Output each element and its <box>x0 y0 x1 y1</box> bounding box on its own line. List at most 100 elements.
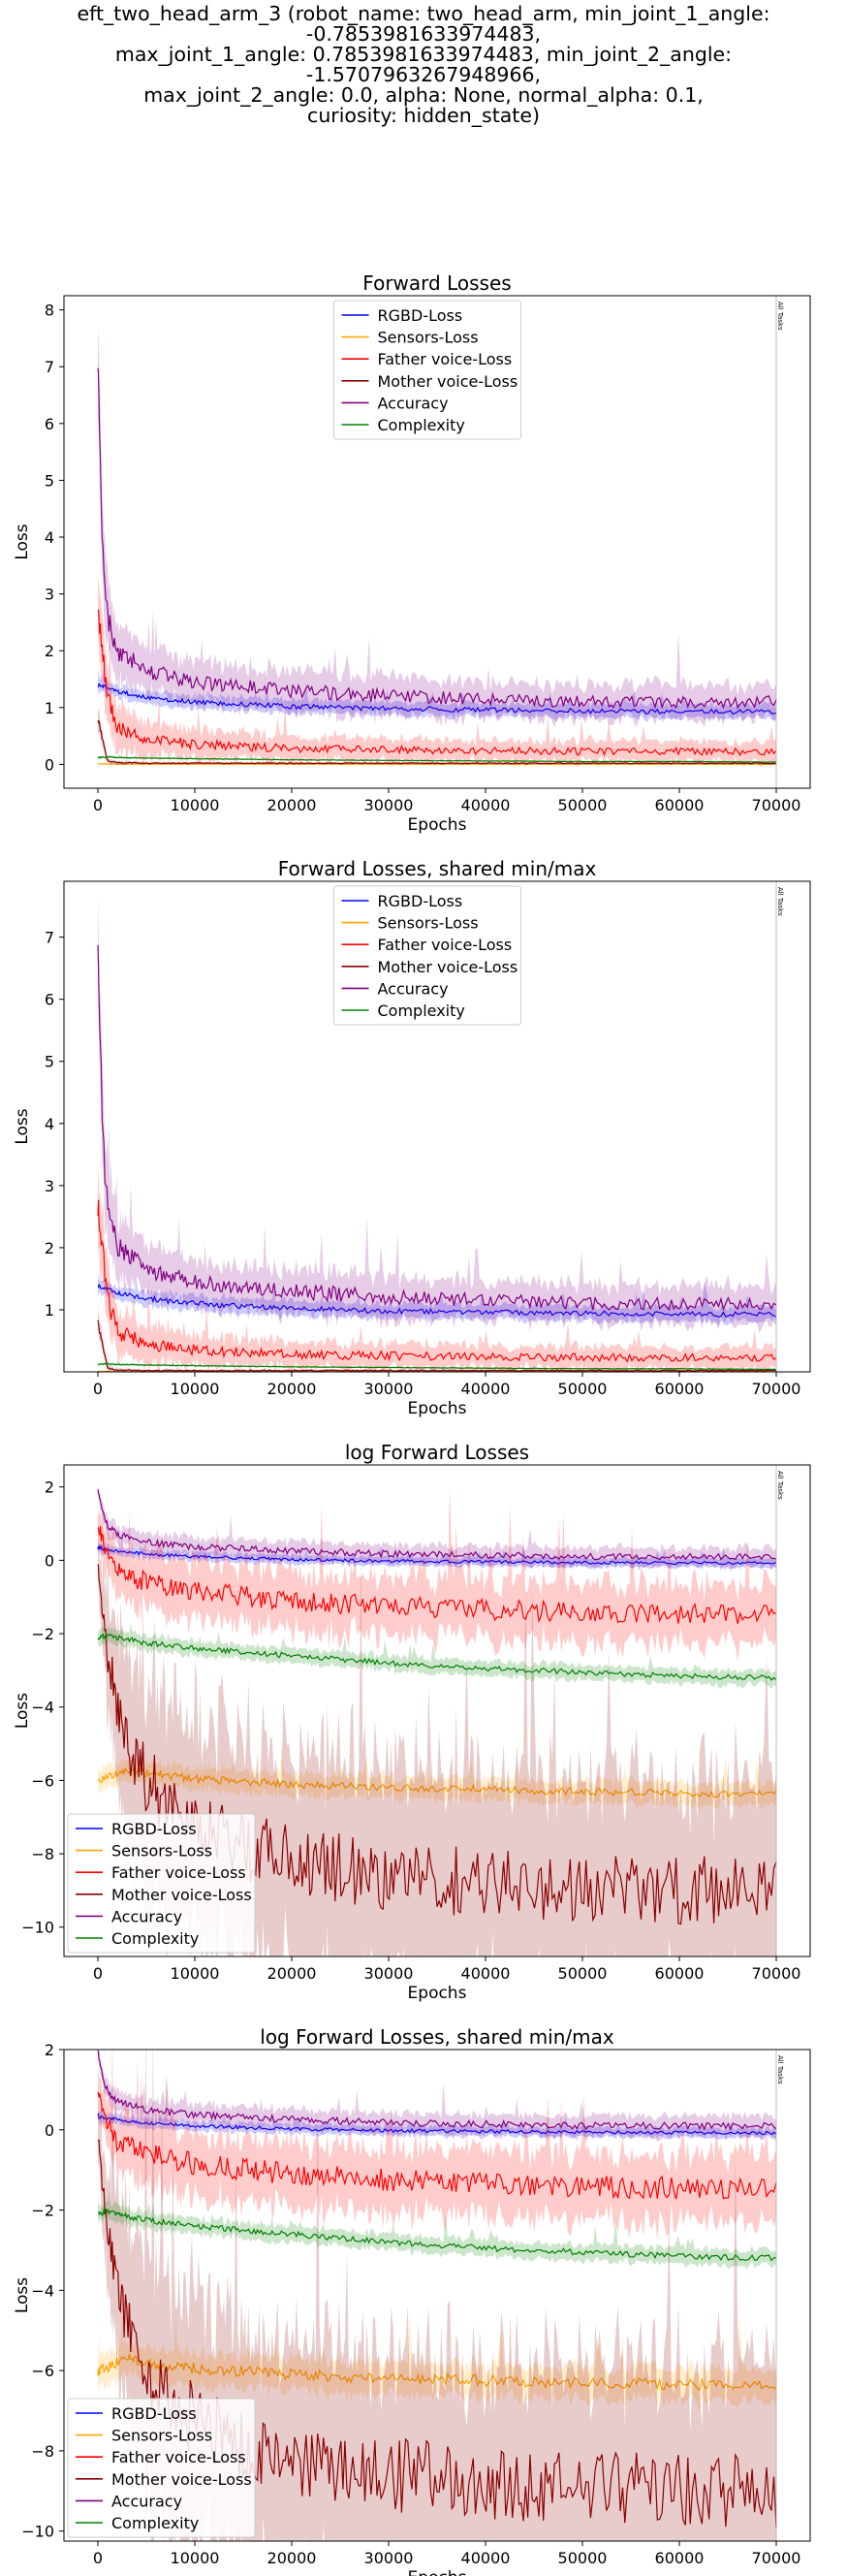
y-axis-label: Loss <box>13 1693 32 1729</box>
x-tick-label: 40000 <box>461 2549 511 2567</box>
x-tick-label: 60000 <box>655 796 705 814</box>
y-tick-label: 1 <box>45 699 54 717</box>
x-tick-label: 20000 <box>267 796 317 814</box>
chart-panel-4: log Forward Losses, shared min/max 0 10000… <box>13 2025 811 2576</box>
chart-title: log Forward Losses, shared min/max <box>260 2025 614 2049</box>
y-tick-label: 0 <box>45 2121 54 2140</box>
y-tick-label: 5 <box>45 471 54 490</box>
x-axis-label: Epochs <box>408 815 467 835</box>
chart-panel-3: log Forward Losses 0 10000 20000 30000 40000 5… <box>13 1441 811 2003</box>
y-tick-label: 4 <box>45 528 54 547</box>
x-tick-label: 60000 <box>655 2549 705 2567</box>
y-tick-label: 3 <box>45 1177 54 1195</box>
x-tick-label: 0 <box>93 796 103 814</box>
band-father-voice-loss <box>98 1483 776 1662</box>
task-annotation: All Tasks <box>776 302 784 331</box>
x-tick-label: 50000 <box>558 2549 608 2567</box>
series-line-sensors-loss <box>97 763 777 765</box>
series-line-rgbd-loss <box>97 2112 777 2136</box>
y-tick-label: 0 <box>45 755 54 774</box>
plot-frame <box>63 295 811 789</box>
x-tick-label: 50000 <box>558 1380 608 1398</box>
x-tick-label: 40000 <box>461 796 511 814</box>
legend-label-mother-voice-loss: Mother voice-Loss <box>378 372 518 391</box>
legend-label-mother-voice-loss: Mother voice-Loss <box>378 958 518 976</box>
task-annotation: All Tasks <box>776 1471 784 1500</box>
x-tick-label: 50000 <box>558 1964 608 1983</box>
series-line-rgbd-loss <box>97 683 777 716</box>
series-line-complexity <box>97 1633 777 1681</box>
series-line-sensors-loss <box>97 2353 777 2392</box>
x-tick-label: 60000 <box>655 1380 705 1398</box>
x-tick-label: 10000 <box>171 796 220 814</box>
plot-frame <box>63 1464 811 1957</box>
x-tick-label: 30000 <box>364 1380 414 1398</box>
band-father-voice-loss <box>98 2058 776 2241</box>
band-father-voice-loss <box>98 578 776 768</box>
y-tick-label: 0 <box>45 1551 54 1570</box>
y-tick-label: 2 <box>45 2041 54 2059</box>
y-tick-label: −4 <box>31 1699 54 1717</box>
legend-label-complexity: Complexity <box>378 1002 465 1020</box>
legend-label-complexity: Complexity <box>378 416 465 434</box>
y-axis-label: Loss <box>13 524 32 559</box>
legend-label-rgbd-loss: RGBD-Loss <box>111 2404 197 2423</box>
legend-label-sensors-loss: Sensors-Loss <box>111 2427 212 2445</box>
x-tick-label: 10000 <box>171 1380 220 1398</box>
y-tick-label: 6 <box>45 991 54 1009</box>
legend-label-father-voice-loss: Father voice-Loss <box>111 2448 246 2466</box>
y-tick-label: −8 <box>31 1845 54 1863</box>
x-tick-label: 40000 <box>461 1964 511 1983</box>
y-tick-label: −4 <box>31 2281 54 2300</box>
x-tick-label: 70000 <box>752 2549 801 2567</box>
legend-label-accuracy: Accuracy <box>378 979 449 998</box>
y-tick-label: 4 <box>45 1115 54 1133</box>
band-sensors-loss <box>98 2305 776 2410</box>
legend: RGBD-Loss Sensors-Loss Father voice-Loss Mo… <box>333 300 521 440</box>
legend-label-sensors-loss: Sensors-Loss <box>378 914 479 933</box>
y-tick-label: −10 <box>21 2523 54 2541</box>
legend-label-accuracy: Accuracy <box>378 394 449 412</box>
y-tick-label: 5 <box>45 1053 54 1071</box>
legend-label-accuracy: Accuracy <box>111 1907 182 1925</box>
x-tick-label: 70000 <box>752 1380 801 1398</box>
legend-label-mother-voice-loss: Mother voice-Loss <box>111 1886 252 1904</box>
chart-panel-1: Forward Losses 0 10000 20000 30000 40000 50000… <box>13 271 811 835</box>
legend-label-father-voice-loss: Father voice-Loss <box>111 1863 246 1882</box>
legend-label-father-voice-loss: Father voice-Loss <box>378 350 513 368</box>
x-tick-label: 60000 <box>655 1964 705 1983</box>
x-tick-label: 0 <box>93 1380 103 1398</box>
band-complexity <box>98 1622 776 1690</box>
x-tick-label: 30000 <box>364 796 414 814</box>
series-line-father-voice-loss <box>97 1526 777 1624</box>
plot-frame <box>63 2049 811 2542</box>
x-tick-label: 20000 <box>267 2549 317 2567</box>
legend-label-complexity: Complexity <box>111 1929 199 1948</box>
series-line-accuracy <box>97 944 777 1312</box>
x-tick-label: 0 <box>93 1964 103 1983</box>
series-line-father-voice-loss <box>97 2091 777 2200</box>
series-line-complexity <box>97 1362 777 1371</box>
band-complexity <box>98 2189 776 2271</box>
y-tick-label: 1 <box>45 1301 54 1320</box>
x-tick-label: 20000 <box>267 1964 317 1983</box>
band-rgbd-loss <box>98 667 776 722</box>
chart-title: log Forward Losses <box>345 1441 529 1464</box>
legend-label-rgbd-loss: RGBD-Loss <box>378 306 463 325</box>
band-accuracy <box>98 324 776 728</box>
legend: RGBD-Loss Sensors-Loss Father voice-Loss Mo… <box>67 1813 256 1954</box>
task-annotation: All Tasks <box>776 887 784 916</box>
band-father-voice-loss <box>98 1167 776 1372</box>
legend-label-sensors-loss: Sensors-Loss <box>378 329 479 347</box>
y-tick-label: −2 <box>31 2202 54 2220</box>
x-tick-label: 20000 <box>267 1380 317 1398</box>
series-line-father-voice-loss <box>97 1199 777 1363</box>
series-line-accuracy <box>97 2050 777 2131</box>
y-tick-label: 8 <box>45 302 54 320</box>
y-tick-label: −6 <box>31 1771 54 1790</box>
y-tick-label: 7 <box>45 929 54 947</box>
band-mother-voice-loss <box>98 2050 776 2541</box>
chart-panel-2: Forward Losses, shared min/max 0 10000 2000… <box>13 857 811 1418</box>
x-tick-label: 30000 <box>364 1964 414 1983</box>
